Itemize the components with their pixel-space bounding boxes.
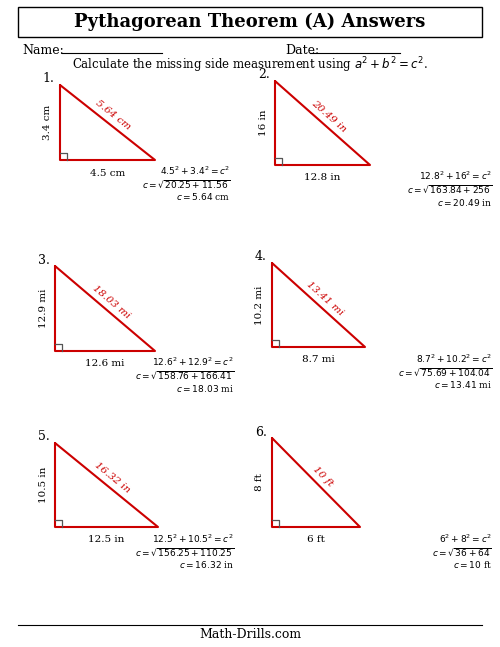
Text: 4.5 cm: 4.5 cm bbox=[90, 168, 125, 177]
Text: 12.8 in: 12.8 in bbox=[304, 173, 340, 182]
Text: 12.9 mi: 12.9 mi bbox=[38, 289, 48, 328]
Text: $4.5^2 + 3.4^2 = c^2$: $4.5^2 + 3.4^2 = c^2$ bbox=[160, 165, 230, 177]
Text: 3.: 3. bbox=[38, 254, 50, 267]
Text: $c = 20.49$ in: $c = 20.49$ in bbox=[437, 197, 492, 208]
Text: 8 ft: 8 ft bbox=[256, 474, 264, 492]
Text: $c = 18.03$ mi: $c = 18.03$ mi bbox=[176, 382, 234, 393]
Text: 12.5 in: 12.5 in bbox=[88, 536, 124, 545]
Text: $c = \sqrt{163.84 + 256}$: $c = \sqrt{163.84 + 256}$ bbox=[406, 183, 492, 195]
Text: 10.2 mi: 10.2 mi bbox=[256, 285, 264, 325]
Text: Calculate the missing side measurement using $a^2 + b^2 = c^2$.: Calculate the missing side measurement u… bbox=[72, 55, 428, 75]
Text: 5.: 5. bbox=[38, 430, 50, 443]
Text: 6 ft: 6 ft bbox=[307, 536, 325, 545]
Text: 8.7 mi: 8.7 mi bbox=[302, 355, 335, 364]
Text: 13.41 mi: 13.41 mi bbox=[304, 280, 344, 317]
Text: Name:: Name: bbox=[22, 43, 64, 56]
Text: 5.64 cm: 5.64 cm bbox=[94, 99, 132, 132]
Text: 10 ft: 10 ft bbox=[310, 465, 334, 488]
Text: 20.49 in: 20.49 in bbox=[310, 98, 348, 134]
Text: 3.4 cm: 3.4 cm bbox=[44, 105, 52, 140]
Text: $12.6^2 + 12.9^2 = c^2$: $12.6^2 + 12.9^2 = c^2$ bbox=[152, 356, 234, 368]
Text: 1.: 1. bbox=[42, 72, 54, 85]
Text: $c = \sqrt{158.76 + 166.41}$: $c = \sqrt{158.76 + 166.41}$ bbox=[134, 369, 234, 381]
Text: 16 in: 16 in bbox=[258, 110, 268, 137]
Text: $12.5^2 + 10.5^2 = c^2$: $12.5^2 + 10.5^2 = c^2$ bbox=[152, 532, 234, 545]
Text: 18.03 mi: 18.03 mi bbox=[90, 283, 132, 320]
Text: $c = \sqrt{20.25 + 11.56}$: $c = \sqrt{20.25 + 11.56}$ bbox=[142, 178, 230, 190]
Text: Pythagorean Theorem (A) Answers: Pythagorean Theorem (A) Answers bbox=[74, 13, 426, 31]
Text: 10.5 in: 10.5 in bbox=[38, 467, 48, 503]
Text: 6.: 6. bbox=[255, 426, 267, 439]
Text: 2.: 2. bbox=[258, 69, 270, 82]
Text: $c = 10$ ft: $c = 10$ ft bbox=[452, 560, 492, 571]
Text: $8.7^2 + 10.2^2 = c^2$: $8.7^2 + 10.2^2 = c^2$ bbox=[416, 353, 492, 365]
Text: $c = \sqrt{36 + 64}$: $c = \sqrt{36 + 64}$ bbox=[432, 546, 492, 558]
Bar bbox=[18, 7, 482, 37]
Text: $c = \sqrt{75.69 + 104.04}$: $c = \sqrt{75.69 + 104.04}$ bbox=[398, 366, 492, 378]
Text: $12.8^2 + 16^2 = c^2$: $12.8^2 + 16^2 = c^2$ bbox=[419, 170, 492, 182]
Text: 16.32 in: 16.32 in bbox=[92, 461, 132, 495]
Text: $c = 13.41$ mi: $c = 13.41$ mi bbox=[434, 380, 492, 391]
Text: $6^2 + 8^2 = c^2$: $6^2 + 8^2 = c^2$ bbox=[439, 532, 492, 545]
Text: $c = 5.64$ cm: $c = 5.64$ cm bbox=[176, 192, 230, 203]
Text: $c = \sqrt{156.25 + 110.25}$: $c = \sqrt{156.25 + 110.25}$ bbox=[135, 546, 234, 558]
Text: 4.: 4. bbox=[255, 250, 267, 263]
Text: Math-Drills.com: Math-Drills.com bbox=[199, 628, 301, 641]
Text: Date:: Date: bbox=[285, 43, 319, 56]
Text: 12.6 mi: 12.6 mi bbox=[86, 360, 124, 369]
Text: $c = 16.32$ in: $c = 16.32$ in bbox=[179, 560, 234, 571]
